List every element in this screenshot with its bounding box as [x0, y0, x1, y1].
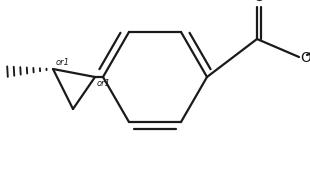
Text: O: O	[254, 0, 264, 4]
Text: or1: or1	[97, 79, 111, 88]
Text: O: O	[300, 51, 310, 65]
Text: or1: or1	[56, 58, 70, 67]
